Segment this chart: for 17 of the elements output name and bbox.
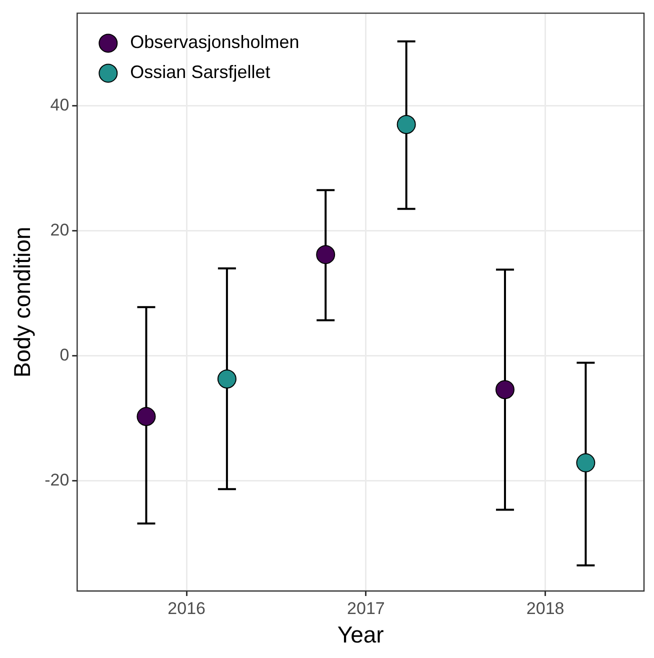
y-tick-label: -20 [44, 470, 70, 490]
y-tick-label: 40 [50, 95, 70, 114]
point [495, 380, 514, 400]
point [217, 370, 236, 389]
y-axis-title: Body condition [9, 226, 36, 378]
legend-label: Observasjonsholmen [130, 32, 300, 52]
x-axis-title: Year [337, 622, 384, 648]
point [576, 453, 596, 472]
y-tick-label: 20 [50, 220, 70, 240]
x-tick-label: 2018 [526, 598, 564, 618]
point [136, 407, 156, 426]
point [316, 245, 336, 264]
x-tick-label: 2016 [168, 598, 206, 618]
y-tick-label: 0 [60, 346, 70, 365]
x-tick-label: 2017 [347, 598, 385, 618]
legend-label: Ossian Sarsfjellet [130, 62, 270, 82]
point [396, 115, 416, 134]
